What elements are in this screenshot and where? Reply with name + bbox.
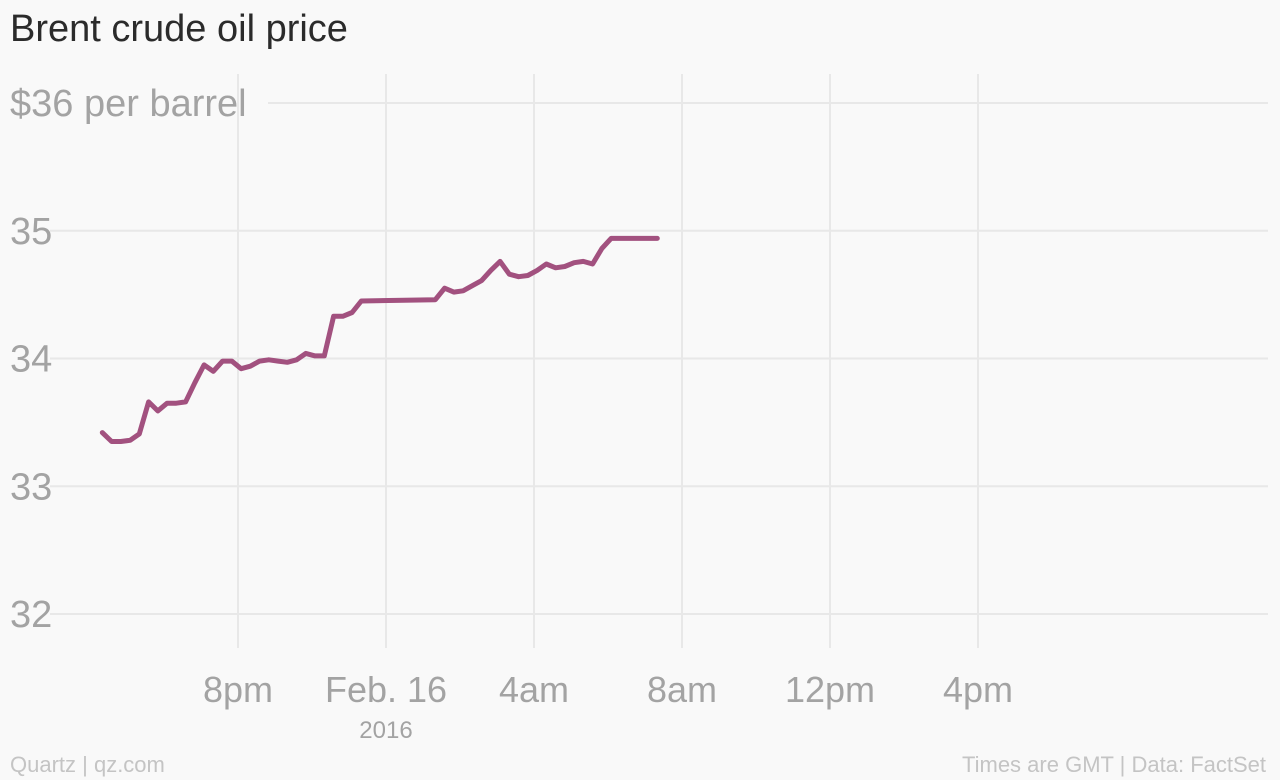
y-tick-label: 35 bbox=[10, 211, 52, 253]
x-tick-label: 12pm bbox=[785, 669, 875, 710]
x-tick-label: 8pm bbox=[203, 669, 273, 710]
x-tick-sublabel: 2016 bbox=[359, 717, 412, 744]
y-tick-labels: $36 per barrel 35 34 33 32 bbox=[10, 83, 247, 636]
chart-title: Brent crude oil price bbox=[10, 8, 348, 50]
y-tick-label: $36 per barrel bbox=[10, 83, 247, 125]
x-tick-label: 4pm bbox=[943, 669, 1013, 710]
x-tick-label: 8am bbox=[647, 669, 717, 710]
footer-note: Times are GMT | Data: FactSet bbox=[961, 752, 1266, 777]
x-gridlines bbox=[237, 74, 979, 648]
price-line bbox=[99, 235, 660, 444]
x-tick-label: 4am bbox=[499, 669, 569, 710]
footer-credit: Quartz | qz.com bbox=[10, 752, 165, 777]
y-gridlines bbox=[50, 102, 1268, 615]
y-tick-label: 32 bbox=[10, 594, 52, 636]
y-tick-label: 33 bbox=[10, 466, 52, 508]
x-tick-labels: 8pm Feb. 16 2016 4am 8am 12pm 4pm bbox=[203, 669, 1013, 744]
y-tick-label: 34 bbox=[10, 339, 52, 381]
x-tick-label: Feb. 16 bbox=[325, 669, 447, 710]
